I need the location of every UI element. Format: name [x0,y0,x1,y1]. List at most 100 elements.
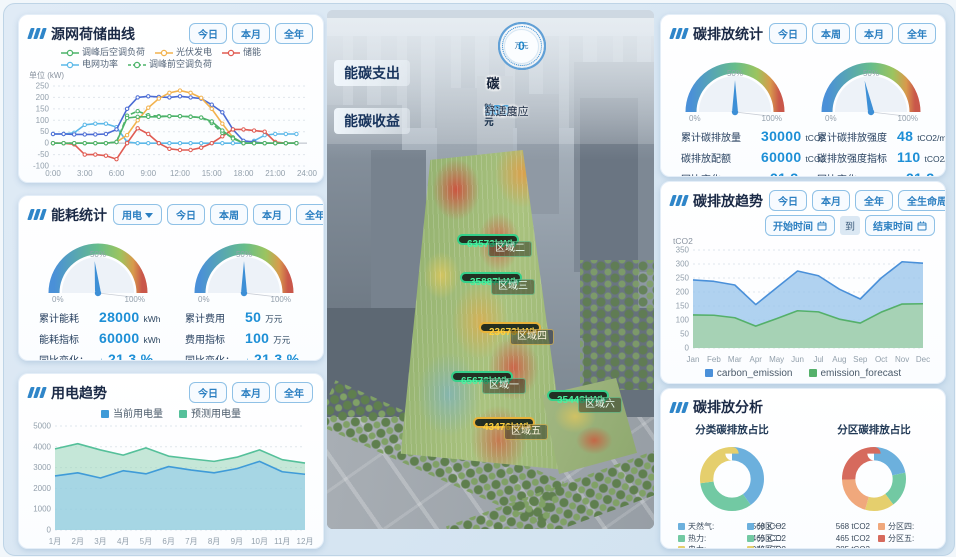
panel-bars-icon [669,195,689,206]
carbon-total-stats: 累计碳排放量30000tCO2碳排放配额60000tCO2同比变化：↓21.3 … [681,128,826,176]
legend-item: 当前用电量 [101,405,163,420]
btn-本周[interactable]: 本周 [210,204,248,225]
svg-text:100: 100 [676,316,690,325]
svg-text:300: 300 [676,260,690,269]
svg-text:50%: 50% [727,69,743,78]
legend-item: 预测用电量 [179,405,241,420]
svg-text:15:00: 15:00 [202,169,223,178]
svg-text:5000: 5000 [33,422,51,431]
svg-text:2月: 2月 [72,537,84,546]
btn-全年[interactable]: 全年 [898,23,936,44]
start-date-input[interactable]: 开始时间 [765,215,835,236]
svg-text:0%: 0% [52,295,64,304]
btn-本月[interactable]: 本月 [232,382,270,403]
panel-title: 碳排放统计 [693,25,763,42]
svg-text:50%: 50% [236,250,252,259]
panel-energy-stats: 能耗统计 用电 今日 本周 本月 全年 0% 50% 100% 累计能耗 28000 kWh 能… [18,195,324,361]
btn-本周[interactable]: 本周 [812,23,850,44]
btn-本月[interactable]: 本月 [812,190,850,211]
svg-text:200: 200 [36,93,50,102]
svg-text:200: 200 [676,288,690,297]
svg-text:5月: 5月 [140,537,152,546]
panel-title: 碳排放趋势 [693,192,763,209]
panel-title: 源网荷储曲线 [51,25,135,42]
svg-text:Jan: Jan [687,355,700,364]
load-curve-chart: -100 -50 0 50 100 150 200 250 0:00 3:00 6:00 9:00 12… [33,82,318,179]
carbon-total-gauge: 0% 50% 100% [685,62,785,123]
legend-item: carbon_emission [704,368,793,379]
time-filter-group: 今日 本月 全年 [189,23,313,44]
svg-text:11月: 11月 [274,537,290,546]
legend-swatch [747,523,754,531]
svg-text:0: 0 [685,344,690,353]
legend-item: 储能 [222,47,261,59]
btn-本月[interactable]: 本月 [855,23,893,44]
svg-text:Nov: Nov [895,355,909,364]
zone-donut-chart [842,447,906,511]
time-filter-group: 今日本月全年全生命周期 [769,190,945,211]
svg-text:Apr: Apr [750,355,763,364]
zone-label[interactable]: 35448kWh 区域六 [547,390,622,413]
svg-text:6:00: 6:00 [109,169,125,178]
svg-text:100%: 100% [898,114,918,123]
zone-label[interactable]: 23673kWh 区域四 [479,322,554,345]
btn-全年[interactable]: 全年 [275,382,313,403]
zone-label[interactable]: 43476kWh 区域五 [473,417,548,440]
svg-text:Sep: Sep [853,355,868,364]
btn-今日[interactable]: 今日 [189,382,227,403]
btn-今日[interactable]: 今日 [769,23,807,44]
legend-item: emission_forecast [808,368,901,379]
svg-text:Jul: Jul [813,355,823,364]
svg-text:May: May [769,355,784,364]
end-date-input[interactable]: 结束时间 [865,215,935,236]
energy-total-stats: 累计能耗28000kWh能耗指标60000kWh同比变化：↓21.3 % [39,309,161,361]
btn-本月[interactable]: 本月 [253,204,291,225]
svg-text:50%: 50% [863,69,879,78]
svg-text:9月: 9月 [231,537,243,546]
btn-今日[interactable]: 今日 [189,23,227,44]
svg-text:Feb: Feb [707,355,721,364]
expense-row-label: 能碳支出 [334,60,410,86]
zone-label[interactable]: 35887kWh 区域三 [460,272,535,295]
legend-swatch [747,546,754,548]
btn-全年[interactable]: 全年 [275,23,313,44]
svg-text:Jun: Jun [791,355,804,364]
btn-全生命周期[interactable]: 全生命周期 [898,190,945,211]
btn-今日[interactable]: 今日 [769,190,807,211]
expense-kpi: 0 万元碳 [487,22,557,91]
legend-swatch [747,534,754,542]
time-filter-group: 今日 本周 本月 全年 [167,204,323,225]
svg-text:50: 50 [40,128,49,137]
calendar-icon [917,221,927,230]
svg-text:-50: -50 [37,150,49,159]
svg-text:3000: 3000 [33,463,51,472]
time-filter-group: 今日 本周 本月 全年 [769,23,936,44]
zone-label[interactable]: 63573kWh 区域二 [457,234,532,257]
legend-swatch [678,534,685,542]
btn-全年[interactable]: 全年 [855,190,893,211]
panel-bars-icon [669,28,689,39]
svg-text:Dec: Dec [916,355,930,364]
svg-text:150: 150 [36,105,50,114]
btn-本月[interactable]: 本月 [232,23,270,44]
zone-label[interactable]: 65678kWh 区域一 [451,371,526,394]
energy-type-dropdown[interactable]: 用电 [113,204,162,225]
legend-swatch [878,534,885,542]
energy-cost-stats: 累计费用50万元费用指标100万元同比变化：↓21.3 % [185,309,300,361]
btn-今日[interactable]: 今日 [167,204,205,225]
svg-text:100%: 100% [125,295,145,304]
legend-swatch [678,546,685,548]
y-axis-unit: 单位 (kW) [29,71,65,81]
btn-全年[interactable]: 全年 [296,204,323,225]
power-trend-chart: 0 1000 2000 3000 4000 5000 1月 2月 3月 4月 5月 6月 7月 8月 9月 1… [33,422,313,547]
calendar-icon [817,221,827,230]
svg-text:3:00: 3:00 [77,169,93,178]
campus-3d-view[interactable]: 能碳支出 350万元电100万元水58万元气0万元碳 能碳收益 150 万元绿电… [327,10,654,529]
svg-text:50%: 50% [90,250,106,259]
legend-item: 光伏发电 [155,47,212,59]
legend-swatch [878,523,885,531]
legend-item: 电网功率 [61,59,118,71]
